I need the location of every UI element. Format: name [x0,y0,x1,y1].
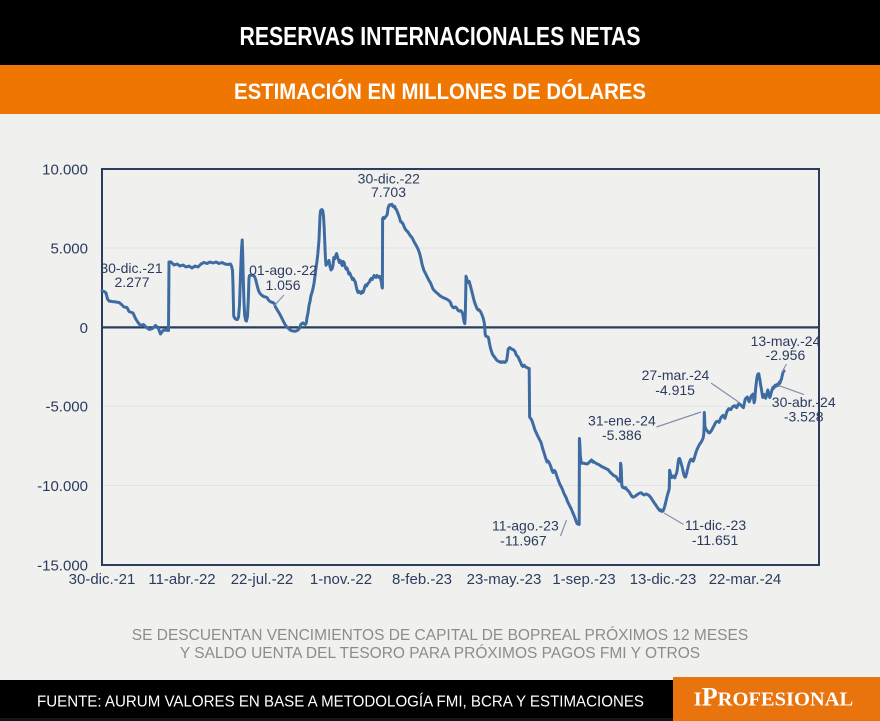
svg-text:30-dic.-21: 30-dic.-21 [69,571,136,588]
svg-text:-2.956: -2.956 [766,347,806,363]
svg-text:27-mar.-24: 27-mar.-24 [642,367,710,383]
svg-text:11-ago.-23: 11-ago.-23 [492,518,559,534]
svg-text:ESTIMACIÓN EN MILLONES DE DÓLA: ESTIMACIÓN EN MILLONES DE DÓLARES [234,79,646,104]
svg-text:30-dic.-21: 30-dic.-21 [100,260,162,276]
svg-text:30-dic.-22: 30-dic.-22 [358,171,420,187]
svg-text:-11.651: -11.651 [692,532,739,548]
svg-text:30-abr.-24: 30-abr.-24 [772,394,836,410]
svg-text:1-sep.-23: 1-sep.-23 [552,571,615,588]
svg-text:10.000: 10.000 [42,162,88,179]
svg-text:13-dic.-23: 13-dic.-23 [630,571,697,588]
svg-text:-5.386: -5.386 [602,427,642,443]
svg-text:7.703: 7.703 [371,184,406,200]
svg-text:22-jul.-22: 22-jul.-22 [231,571,294,588]
svg-text:1-nov.-22: 1-nov.-22 [310,571,372,588]
svg-text:-3.528: -3.528 [784,409,824,425]
svg-text:11-dic.-23: 11-dic.-23 [685,517,746,533]
svg-text:Y SALDO UENTA DEL TESORO PARA: Y SALDO UENTA DEL TESORO PARA PRÓXIMOS P… [180,645,700,662]
svg-text:SE DESCUENTAN VENCIMIENTOS DE: SE DESCUENTAN VENCIMIENTOS DE CAPITAL DE… [132,627,748,644]
svg-text:-5.000: -5.000 [45,399,88,416]
svg-text:IPROFESIONAL: IPROFESIONAL [694,683,853,712]
svg-text:31-ene.-24: 31-ene.-24 [588,413,656,429]
svg-text:13-may.-24: 13-may.-24 [751,333,821,349]
svg-text:0: 0 [80,320,88,337]
svg-text:RESERVAS INTERNACIONALES NETAS: RESERVAS INTERNACIONALES NETAS [240,21,641,51]
svg-text:8-feb.-23: 8-feb.-23 [392,571,452,588]
svg-text:11-abr.-22: 11-abr.-22 [148,571,215,588]
svg-text:2.277: 2.277 [114,274,149,290]
svg-text:FUENTE: AURUM VALORES EN BASE: FUENTE: AURUM VALORES EN BASE A METODOLO… [37,694,644,711]
svg-text:22-mar.-24: 22-mar.-24 [709,571,782,588]
svg-text:-10.000: -10.000 [37,478,88,495]
svg-text:-4.915: -4.915 [655,382,695,398]
svg-text:1.056: 1.056 [265,277,300,293]
svg-text:23-may.-23: 23-may.-23 [467,571,542,588]
svg-text:5.000: 5.000 [50,241,88,258]
svg-text:01-ago.-22: 01-ago.-22 [249,262,317,278]
svg-text:-15.000: -15.000 [37,558,88,575]
svg-text:-11.967: -11.967 [500,533,547,549]
